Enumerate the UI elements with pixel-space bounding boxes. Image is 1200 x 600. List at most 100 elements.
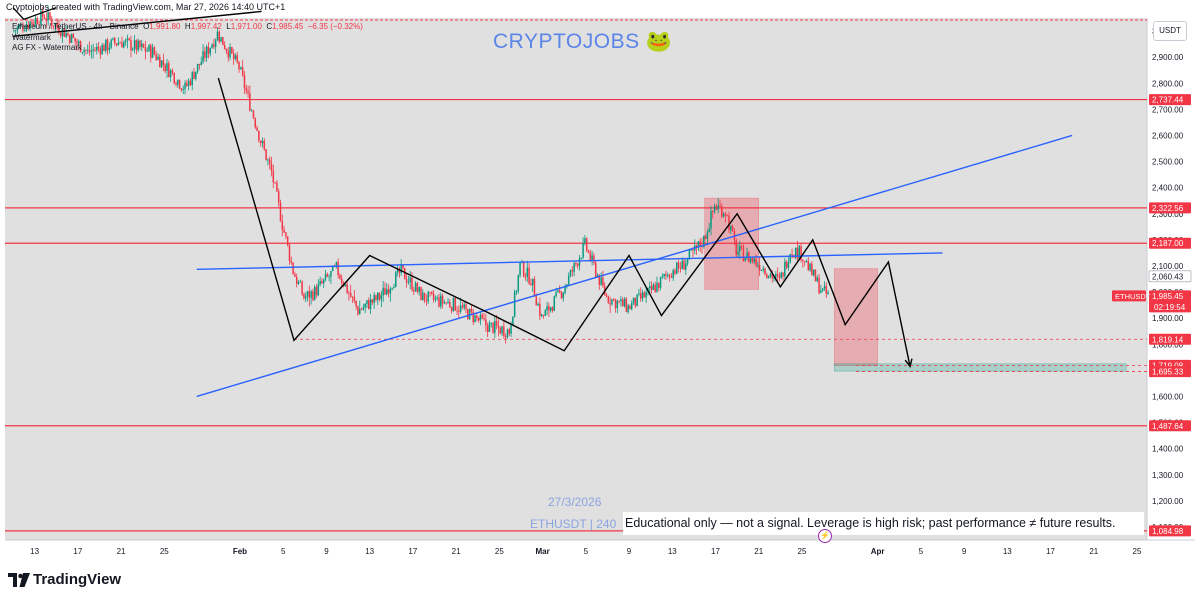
price-tick-label: 1,300.00: [1152, 471, 1184, 480]
candle-body: [766, 274, 768, 278]
candle-body: [258, 130, 260, 141]
candle-body: [380, 295, 383, 300]
candle-body: [486, 325, 489, 332]
candle-body: [14, 30, 17, 31]
candle-body: [717, 205, 719, 210]
price-tick-label: 2,400.00: [1152, 184, 1184, 193]
candle-body: [812, 269, 815, 276]
candle-body: [670, 276, 673, 278]
candle-body: [728, 215, 730, 231]
time-tick-label: 21: [117, 547, 126, 556]
candle-body: [52, 25, 55, 27]
candle-body: [68, 35, 71, 43]
candle-body: [195, 71, 197, 79]
watermark-indicator-label[interactable]: AG FX - Watermark: [12, 43, 82, 52]
candle-body: [148, 45, 150, 51]
watermark-label[interactable]: Watermark: [12, 33, 51, 42]
candle-body: [431, 292, 433, 294]
time-tick-label: Mar: [535, 547, 549, 556]
candle-body: [621, 299, 624, 307]
candle-body: [375, 295, 377, 301]
candle-body: [690, 249, 692, 251]
arrow-head: [904, 358, 913, 369]
candle-body: [18, 25, 21, 28]
candle-body: [785, 261, 788, 268]
plot-area[interactable]: [5, 18, 1147, 540]
candle-body: [472, 311, 474, 322]
candle-body: [202, 51, 204, 63]
candle-body: [508, 329, 511, 334]
candle-body: [712, 211, 714, 212]
candle-body: [213, 44, 215, 47]
candle-body: [616, 300, 619, 308]
candle-body: [411, 277, 413, 291]
candle-body: [407, 282, 410, 283]
candle-body: [528, 267, 530, 284]
candle-body: [20, 24, 22, 26]
candle-body: [724, 213, 727, 216]
candle-body: [420, 287, 422, 301]
x-mark-line: [12, 6, 57, 21]
symbol-title[interactable]: Ethereum / TetherUS · 4h · Binance: [12, 22, 139, 31]
candle-body: [200, 62, 202, 65]
candle-body: [467, 309, 469, 320]
candle-body: [814, 269, 817, 282]
candle-body: [596, 275, 599, 277]
candle-body: [656, 282, 658, 292]
time-tick-label: 13: [668, 547, 677, 556]
price-label-box: [1149, 333, 1191, 345]
tradingview-logo[interactable]: TradingView: [8, 571, 121, 588]
candle-body: [240, 67, 242, 70]
price-label: 1,084.98: [1152, 527, 1184, 536]
time-tick-label: 5: [281, 547, 286, 556]
candle-body: [537, 303, 539, 306]
candle-body: [13, 30, 15, 32]
price-label: 1,695.33: [1152, 368, 1184, 377]
candle-body: [659, 276, 662, 288]
candle-body: [315, 286, 318, 296]
candle-body: [737, 251, 739, 255]
candle-body: [268, 159, 271, 164]
candle-body: [58, 26, 60, 33]
price-label: 2,322.56: [1152, 204, 1184, 213]
candle-body: [791, 254, 793, 255]
candle-body: [771, 273, 773, 279]
candle-body: [404, 268, 406, 280]
candle-body: [465, 304, 467, 310]
candle-body: [591, 255, 593, 261]
candle-body: [551, 307, 554, 311]
candle-body: [34, 18, 37, 25]
candle-body: [128, 38, 130, 41]
candle-body: [133, 40, 136, 49]
candle-body: [519, 262, 521, 276]
lightning-event-icon[interactable]: ⚡: [818, 529, 832, 543]
candle-body: [742, 246, 745, 262]
price-tick-label: 2,600.00: [1152, 131, 1184, 140]
candle-body: [560, 291, 563, 299]
candle-body: [488, 322, 491, 332]
candle-body: [483, 318, 485, 320]
candle-body: [623, 298, 626, 307]
candle-body: [94, 49, 96, 51]
candle-body: [751, 258, 754, 262]
candle-body: [438, 297, 440, 307]
candle-body: [746, 252, 748, 259]
candle-body: [132, 48, 134, 51]
candle-body: [144, 47, 147, 52]
currency-button[interactable]: USDT: [1153, 21, 1187, 41]
time-tick-label: 21: [452, 547, 461, 556]
candle-body: [85, 49, 87, 51]
price-tick-label: 1,200.00: [1152, 497, 1184, 506]
candle-body: [32, 23, 35, 25]
candle-body: [661, 276, 664, 277]
candle-body: [322, 279, 325, 284]
candle-body: [778, 275, 781, 278]
candle-body: [187, 80, 190, 86]
candle-body: [767, 275, 770, 278]
candle-body: [358, 309, 361, 315]
candle-body: [398, 268, 401, 273]
time-tick-label: 13: [365, 547, 374, 556]
candle-body: [231, 47, 233, 54]
candle-body: [764, 268, 766, 275]
